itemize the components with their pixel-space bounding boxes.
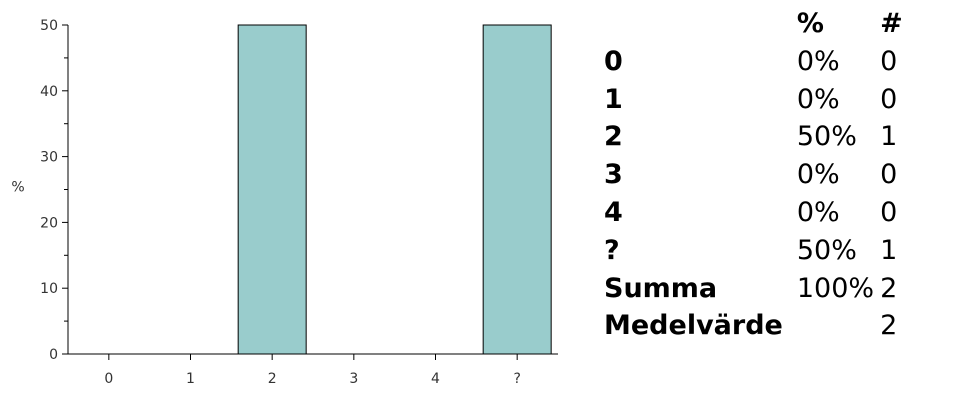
- stats-summary-row: Summa 100% 2: [604, 270, 903, 308]
- summa-count: 2: [880, 272, 898, 304]
- summa-percent: 100%: [796, 272, 875, 304]
- row-count: 1: [880, 121, 898, 153]
- y-tick-label: 50: [40, 18, 58, 34]
- y-axis-label: %: [11, 180, 24, 196]
- stats-header-row: % #: [604, 5, 903, 43]
- row-percent: 0%: [796, 83, 840, 115]
- x-tick-label: 0: [104, 371, 113, 387]
- row-percent: 0%: [796, 45, 840, 77]
- y-tick-label: 40: [40, 84, 58, 100]
- bar-chart: 0 10 20 30 40 50% 0 1 2 3 4?: [11, 18, 558, 387]
- stats-header-percent: %: [796, 8, 824, 39]
- row-label: 1: [604, 83, 623, 115]
- bar: [237, 24, 307, 355]
- y-tick-label: 10: [40, 281, 58, 297]
- row-count: 0: [880, 83, 898, 115]
- stats-header-blank: [604, 5, 797, 43]
- medelvarde-percent: [797, 307, 880, 345]
- row-percent: 50%: [796, 234, 857, 266]
- x-tick-label: 2: [268, 371, 277, 387]
- stats-row: ? 50% 1: [604, 232, 903, 270]
- summa-label: Summa: [604, 272, 718, 304]
- x-tick-label: 4: [431, 371, 440, 387]
- row-count: 0: [880, 45, 898, 77]
- stats-row: 0 0% 0: [604, 43, 903, 81]
- row-percent: 50%: [796, 121, 857, 153]
- y-tick-label: 0: [49, 347, 58, 363]
- row-label: 4: [604, 196, 623, 228]
- row-label: 3: [604, 159, 623, 191]
- medelvarde-label: Medelvärde: [604, 310, 783, 342]
- stats-row: 1 0% 0: [604, 81, 903, 119]
- row-count: 0: [880, 159, 898, 191]
- stats-row: 2 50% 1: [604, 118, 903, 156]
- bar: [482, 24, 552, 355]
- stats-header-count: #: [880, 8, 903, 39]
- stats-summary-row: Medelvärde 2: [604, 307, 903, 345]
- row-label: ?: [604, 234, 620, 266]
- row-label: 2: [604, 121, 623, 153]
- row-percent: 0%: [796, 159, 840, 191]
- x-tick-label: 1: [186, 371, 195, 387]
- x-tick-label: 3: [349, 371, 358, 387]
- row-count: 0: [880, 196, 898, 228]
- y-tick-label: 20: [40, 215, 58, 231]
- stats-row: 3 0% 0: [604, 156, 903, 194]
- row-count: 1: [880, 234, 898, 266]
- medelvarde-count: 2: [880, 310, 898, 342]
- y-tick-label: 30: [40, 150, 58, 166]
- x-tick-label: ?: [513, 371, 520, 387]
- row-percent: 0%: [796, 196, 840, 228]
- stats-table: % # 0 0% 0 1 0% 0 2 50% 1 3 0% 0 4 0% 0: [604, 5, 903, 345]
- stats-row: 4 0% 0: [604, 194, 903, 232]
- row-label: 0: [604, 45, 623, 77]
